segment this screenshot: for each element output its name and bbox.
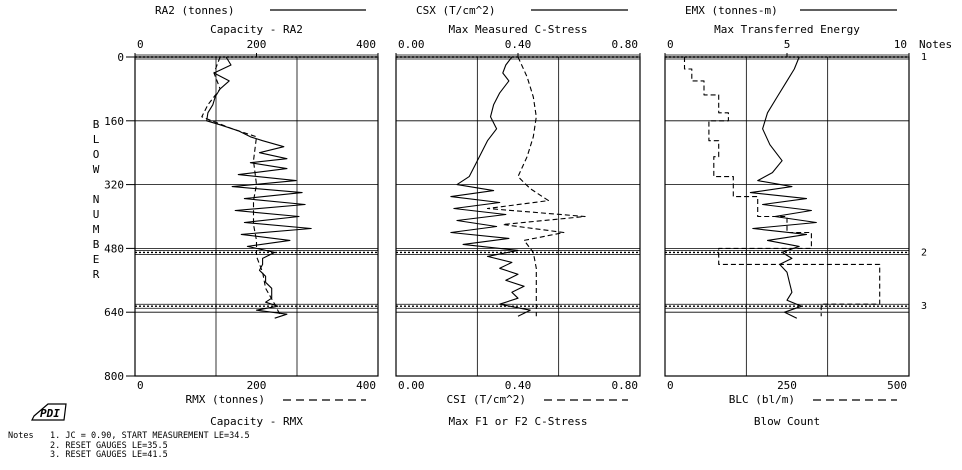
event-note-number: 2 (921, 247, 927, 258)
bottom-legend-label: RMX (tonnes) (186, 393, 265, 406)
y-axis-label-letter: U (93, 208, 100, 221)
bottom-legend-label: BLC (bl/m) (729, 393, 795, 406)
series-line-dashed (683, 57, 881, 317)
y-axis-label-letter: L (93, 133, 100, 146)
top-tick-label: 5 (784, 38, 791, 51)
top-tick-label: 0 (667, 38, 674, 51)
note-line: 3. RESET GAUGES LE=41.5 (50, 450, 168, 460)
notes-label: Notes (8, 431, 34, 441)
y-tick-label: 640 (104, 306, 124, 319)
series-line-dashed (486, 56, 586, 317)
notes-column-header: Notes (919, 38, 952, 51)
top-title: Max Transferred Energy (714, 23, 860, 36)
top-tick-label: 10 (894, 38, 907, 51)
pdi-logo: PDI (31, 403, 67, 421)
y-axis-label-letter: R (93, 268, 100, 281)
y-axis-label-letter: E (93, 253, 100, 266)
bottom-tick-label: 0 (137, 379, 144, 392)
panel-frame (134, 56, 379, 377)
bottom-tick-label: 250 (777, 379, 797, 392)
top-tick-label: 0.40 (505, 38, 532, 51)
top-title: Capacity - RA2 (210, 23, 303, 36)
panel-emx: EMX (tonnes-m) Max Transferred Energy BLC … (664, 4, 952, 428)
notes-list: 1. JC = 0.90, START MEASUREMENT LE=34.5 … (50, 431, 250, 461)
note-line: 1. JC = 0.90, START MEASUREMENT LE=34.5 (50, 431, 250, 441)
bottom-tick-label: 0.00 (398, 379, 425, 392)
y-axis-label-letter: B (93, 118, 100, 131)
bottom-tick-label: 0 (667, 379, 674, 392)
panel-ra2: RA2 (tonnes) Capacity - RA2 RMX (tonnes) Ca… (134, 4, 379, 428)
top-tick-label: 0.00 (398, 38, 425, 51)
bottom-tick-label: 0.80 (612, 379, 639, 392)
top-tick-label: 400 (356, 38, 376, 51)
bottom-tick-label: 0.40 (505, 379, 532, 392)
chart-panels: RA2 (tonnes) Capacity - RA2 RMX (tonnes) Ca… (134, 4, 952, 428)
series-line-solid (749, 56, 817, 319)
series-line-solid (206, 56, 312, 319)
y-axis-label-letter: M (93, 223, 100, 236)
panel-csx: CSX (T/cm^2) Max Measured C-Stress CSI (T/… (395, 4, 641, 428)
event-note-number: 1 (921, 52, 927, 63)
y-tick-label: 160 (104, 115, 124, 128)
top-tick-label: 0.80 (612, 38, 639, 51)
y-tick-label: 800 (104, 370, 124, 383)
logo-text: PDI (40, 407, 60, 420)
top-title: Max Measured C-Stress (448, 23, 587, 36)
bottom-tick-label: 500 (887, 379, 907, 392)
bottom-tick-label: 200 (247, 379, 267, 392)
note-line: 2. RESET GAUGES LE=35.5 (50, 440, 168, 451)
y-tick-label: 480 (104, 242, 124, 255)
y-tick-label: 0 (117, 51, 124, 64)
y-axis-label-letter: O (93, 148, 100, 161)
bottom-legend-label: CSI (T/cm^2) (447, 393, 526, 406)
y-axis-label-letter: N (93, 193, 100, 206)
top-legend-label: EMX (tonnes-m) (685, 4, 778, 17)
panel-frame (664, 56, 910, 377)
top-tick-label: 200 (247, 38, 267, 51)
bottom-tick-label: 400 (356, 379, 376, 392)
top-tick-label: 0 (137, 38, 144, 51)
bottom-title: Max F1 or F2 C-Stress (448, 415, 587, 428)
event-note-number: 3 (921, 301, 927, 312)
top-legend-label: CSX (T/cm^2) (416, 4, 495, 17)
y-tick-label: 320 (104, 179, 124, 192)
bottom-title: Capacity - RMX (210, 415, 303, 428)
top-legend-label: RA2 (tonnes) (155, 4, 234, 17)
series-line-solid (450, 56, 531, 317)
bottom-title: Blow Count (754, 415, 820, 428)
y-axis-label-letter: B (93, 238, 100, 251)
series-line-dashed (201, 56, 282, 317)
y-axis-label-letter: W (93, 163, 100, 176)
panel-frame (395, 56, 641, 377)
